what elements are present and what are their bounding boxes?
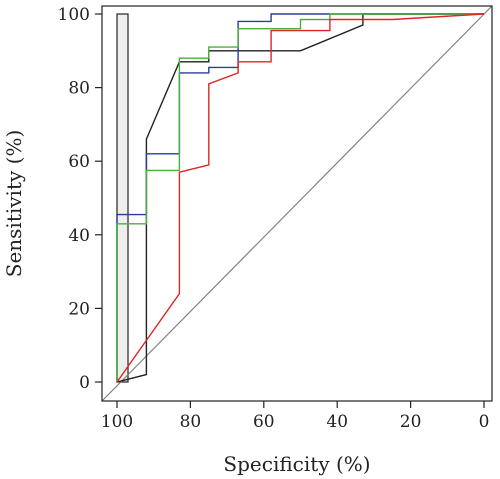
y-tick-label: 20 xyxy=(68,299,90,319)
y-tick-label: 40 xyxy=(68,226,90,246)
x-tick-label: 80 xyxy=(180,412,202,432)
roc-curve-4 xyxy=(116,13,485,383)
shaded-box xyxy=(116,13,129,383)
x-tick-label: 0 xyxy=(479,412,490,432)
x-axis-label: Specificity (%) xyxy=(223,452,370,476)
axis-ticks: 100 80 60 40 20 0 0 20 40 60 80 100 xyxy=(58,5,490,432)
y-axis-label: Sensitivity (%) xyxy=(2,130,26,278)
y-tick-label: 60 xyxy=(68,152,90,172)
roc-curve-3 xyxy=(116,13,484,382)
diagonal-reference-line xyxy=(101,5,493,402)
x-tick-label: 40 xyxy=(326,412,348,432)
x-tick-label: 20 xyxy=(400,412,422,432)
plot-area xyxy=(101,5,493,402)
x-tick-label: 100 xyxy=(101,412,133,432)
y-tick-label: 80 xyxy=(68,79,90,99)
plot-frame xyxy=(101,5,493,402)
x-tick-label: 60 xyxy=(253,412,275,432)
y-tick-label: 0 xyxy=(79,373,90,393)
y-tick-label: 100 xyxy=(58,5,90,25)
